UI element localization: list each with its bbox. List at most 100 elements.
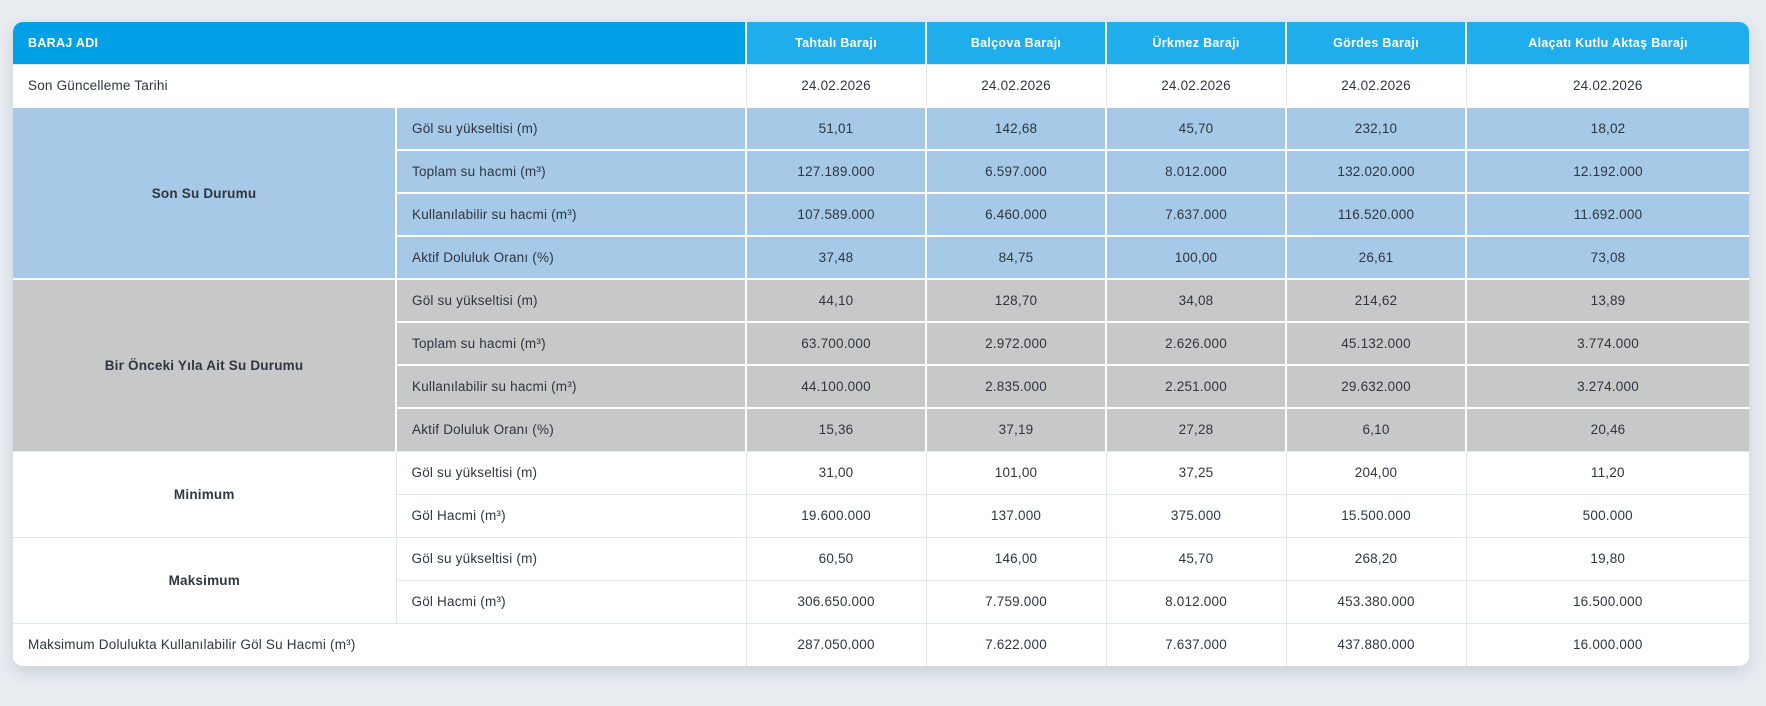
data-cell: 15,36	[745, 407, 927, 451]
metric-label: Toplam su hacmi (m³)	[394, 149, 747, 193]
data-cell: 24.02.2026	[1105, 63, 1287, 107]
table-row: Toplam su hacmi (m³) 127.189.000 6.597.000…	[13, 149, 1749, 193]
data-cell: 214,62	[1285, 278, 1467, 322]
data-cell: 306.650.000	[745, 579, 927, 623]
data-cell: 19,80	[1465, 536, 1749, 580]
data-cell: 146,00	[925, 536, 1107, 580]
data-cell: 375.000	[1105, 493, 1287, 537]
data-cell: 37,19	[925, 407, 1107, 451]
dam-status-table-card: BARAJ ADI Tahtalı Barajı Balçova Barajı Ürk…	[13, 22, 1749, 666]
data-cell: 3.774.000	[1465, 321, 1749, 365]
data-cell: 437.880.000	[1285, 622, 1467, 666]
data-cell: 13,89	[1465, 278, 1749, 322]
data-cell: 73,08	[1465, 235, 1749, 279]
column-header: Alaçatı Kutlu Aktaş Barajı	[1465, 22, 1749, 64]
data-cell: 116.520.000	[1285, 192, 1467, 236]
data-cell: 24.02.2026	[745, 63, 927, 107]
table-row: Göl Hacmi (m³) 19.600.000 137.000 375.000 15…	[13, 493, 1749, 537]
table-row: Göl Hacmi (m³) 306.650.000 7.759.000 8.012.…	[13, 579, 1749, 623]
data-cell: 7.637.000	[1105, 192, 1287, 236]
data-cell: 204,00	[1285, 450, 1467, 494]
data-cell: 2.626.000	[1105, 321, 1287, 365]
column-header: Ürkmez Barajı	[1105, 22, 1287, 64]
data-cell: 7.759.000	[925, 579, 1107, 623]
data-cell: 24.02.2026	[925, 63, 1107, 107]
table-row: Maksimum Dolulukta Kullanılabilir Göl Su…	[13, 622, 1749, 666]
table-row: Maksimum Göl su yükseltisi (m) 60,50 146,00…	[13, 536, 1749, 623]
metric-label: Göl Hacmi (m³)	[395, 493, 747, 537]
data-cell: 44.100.000	[745, 364, 927, 408]
metric-label: Kullanılabilir su hacmi (m³)	[394, 364, 747, 408]
data-cell: 2.251.000	[1105, 364, 1287, 408]
data-cell: 6.460.000	[925, 192, 1107, 236]
data-cell: 63.700.000	[745, 321, 927, 365]
metric-label: Göl su yükseltisi (m)	[394, 106, 747, 150]
data-cell: 11.692.000	[1465, 192, 1749, 236]
column-header: Tahtalı Barajı	[745, 22, 927, 64]
data-cell: 8.012.000	[1105, 579, 1287, 623]
data-cell: 453.380.000	[1285, 579, 1467, 623]
data-cell: 24.02.2026	[1285, 63, 1467, 107]
data-cell: 16.000.000	[1465, 622, 1749, 666]
table-row: Bir Önceki Yıla Ait Su Durumu Göl su yüks…	[13, 278, 1749, 451]
metric-label: Toplam su hacmi (m³)	[394, 321, 747, 365]
data-cell: 8.012.000	[1105, 149, 1287, 193]
data-cell: 51,01	[745, 106, 927, 150]
data-cell: 44,10	[745, 278, 927, 322]
column-header: Balçova Barajı	[925, 22, 1107, 64]
data-cell: 7.637.000	[1105, 622, 1287, 666]
table-row: Kullanılabilir su hacmi (m³) 44.100.000 2.…	[13, 364, 1749, 408]
data-cell: 100,00	[1105, 235, 1287, 279]
data-cell: 287.050.000	[745, 622, 927, 666]
metric-label: Kullanılabilir su hacmi (m³)	[394, 192, 747, 236]
data-cell: 132.020.000	[1285, 149, 1467, 193]
data-cell: 6.597.000	[925, 149, 1107, 193]
data-cell: 60,50	[745, 536, 927, 580]
data-cell: 232,10	[1285, 106, 1467, 150]
table-row: Son Su Durumu Göl su yükseltisi (m) 51,01 1…	[13, 106, 1749, 279]
data-cell: 24.02.2026	[1465, 63, 1749, 107]
data-cell: 3.274.000	[1465, 364, 1749, 408]
data-cell: 101,00	[925, 450, 1107, 494]
data-cell: 45.132.000	[1285, 321, 1467, 365]
group-label: Son Su Durumu	[13, 106, 396, 279]
data-cell: 31,00	[745, 450, 927, 494]
table-header: BARAJ ADI Tahtalı Barajı Balçova Barajı Ürk…	[13, 22, 1749, 64]
column-header-baraj-adi: BARAJ ADI	[13, 22, 747, 64]
metric-label: Göl su yükseltisi (m)	[394, 278, 747, 322]
dam-status-table: BARAJ ADI Tahtalı Barajı Balçova Barajı Ürk…	[13, 22, 1749, 666]
data-cell: 45,70	[1105, 536, 1287, 580]
data-cell: 16.500.000	[1465, 579, 1749, 623]
data-cell: 12.192.000	[1465, 149, 1749, 193]
table-row: Aktif Doluluk Oranı (%) 15,36 37,19 27,28 6,…	[13, 407, 1749, 451]
data-cell: 26,61	[1285, 235, 1467, 279]
data-cell: 27,28	[1105, 407, 1287, 451]
data-cell: 18,02	[1465, 106, 1749, 150]
data-cell: 37,25	[1105, 450, 1287, 494]
row-label: Son Güncelleme Tarihi	[13, 63, 747, 107]
data-cell: 128,70	[925, 278, 1107, 322]
data-cell: 500.000	[1465, 493, 1749, 537]
data-cell: 137.000	[925, 493, 1107, 537]
metric-label: Göl su yükseltisi (m)	[395, 450, 747, 494]
data-cell: 20,46	[1465, 407, 1749, 451]
group-label: Maksimum	[13, 536, 396, 623]
table-row: Minimum Göl su yükseltisi (m) 31,00 101,00 3…	[13, 450, 1749, 537]
metric-label: Aktif Doluluk Oranı (%)	[394, 235, 747, 279]
data-cell: 107.589.000	[745, 192, 927, 236]
data-cell: 37,48	[745, 235, 927, 279]
column-header: Gördes Barajı	[1285, 22, 1467, 64]
data-cell: 2.972.000	[925, 321, 1107, 365]
table-row: Aktif Doluluk Oranı (%) 37,48 84,75 100,00 2…	[13, 235, 1749, 279]
data-cell: 45,70	[1105, 106, 1287, 150]
data-cell: 142,68	[925, 106, 1107, 150]
data-cell: 127.189.000	[745, 149, 927, 193]
header-row: BARAJ ADI Tahtalı Barajı Balçova Barajı Ürk…	[13, 22, 1749, 64]
data-cell: 19.600.000	[745, 493, 927, 537]
data-cell: 6,10	[1285, 407, 1467, 451]
group-label: Bir Önceki Yıla Ait Su Durumu	[13, 278, 396, 451]
table-body: Son Güncelleme Tarihi 24.02.2026 24.02.202…	[13, 63, 1749, 666]
data-cell: 2.835.000	[925, 364, 1107, 408]
data-cell: 11,20	[1465, 450, 1749, 494]
group-label: Minimum	[13, 450, 396, 537]
